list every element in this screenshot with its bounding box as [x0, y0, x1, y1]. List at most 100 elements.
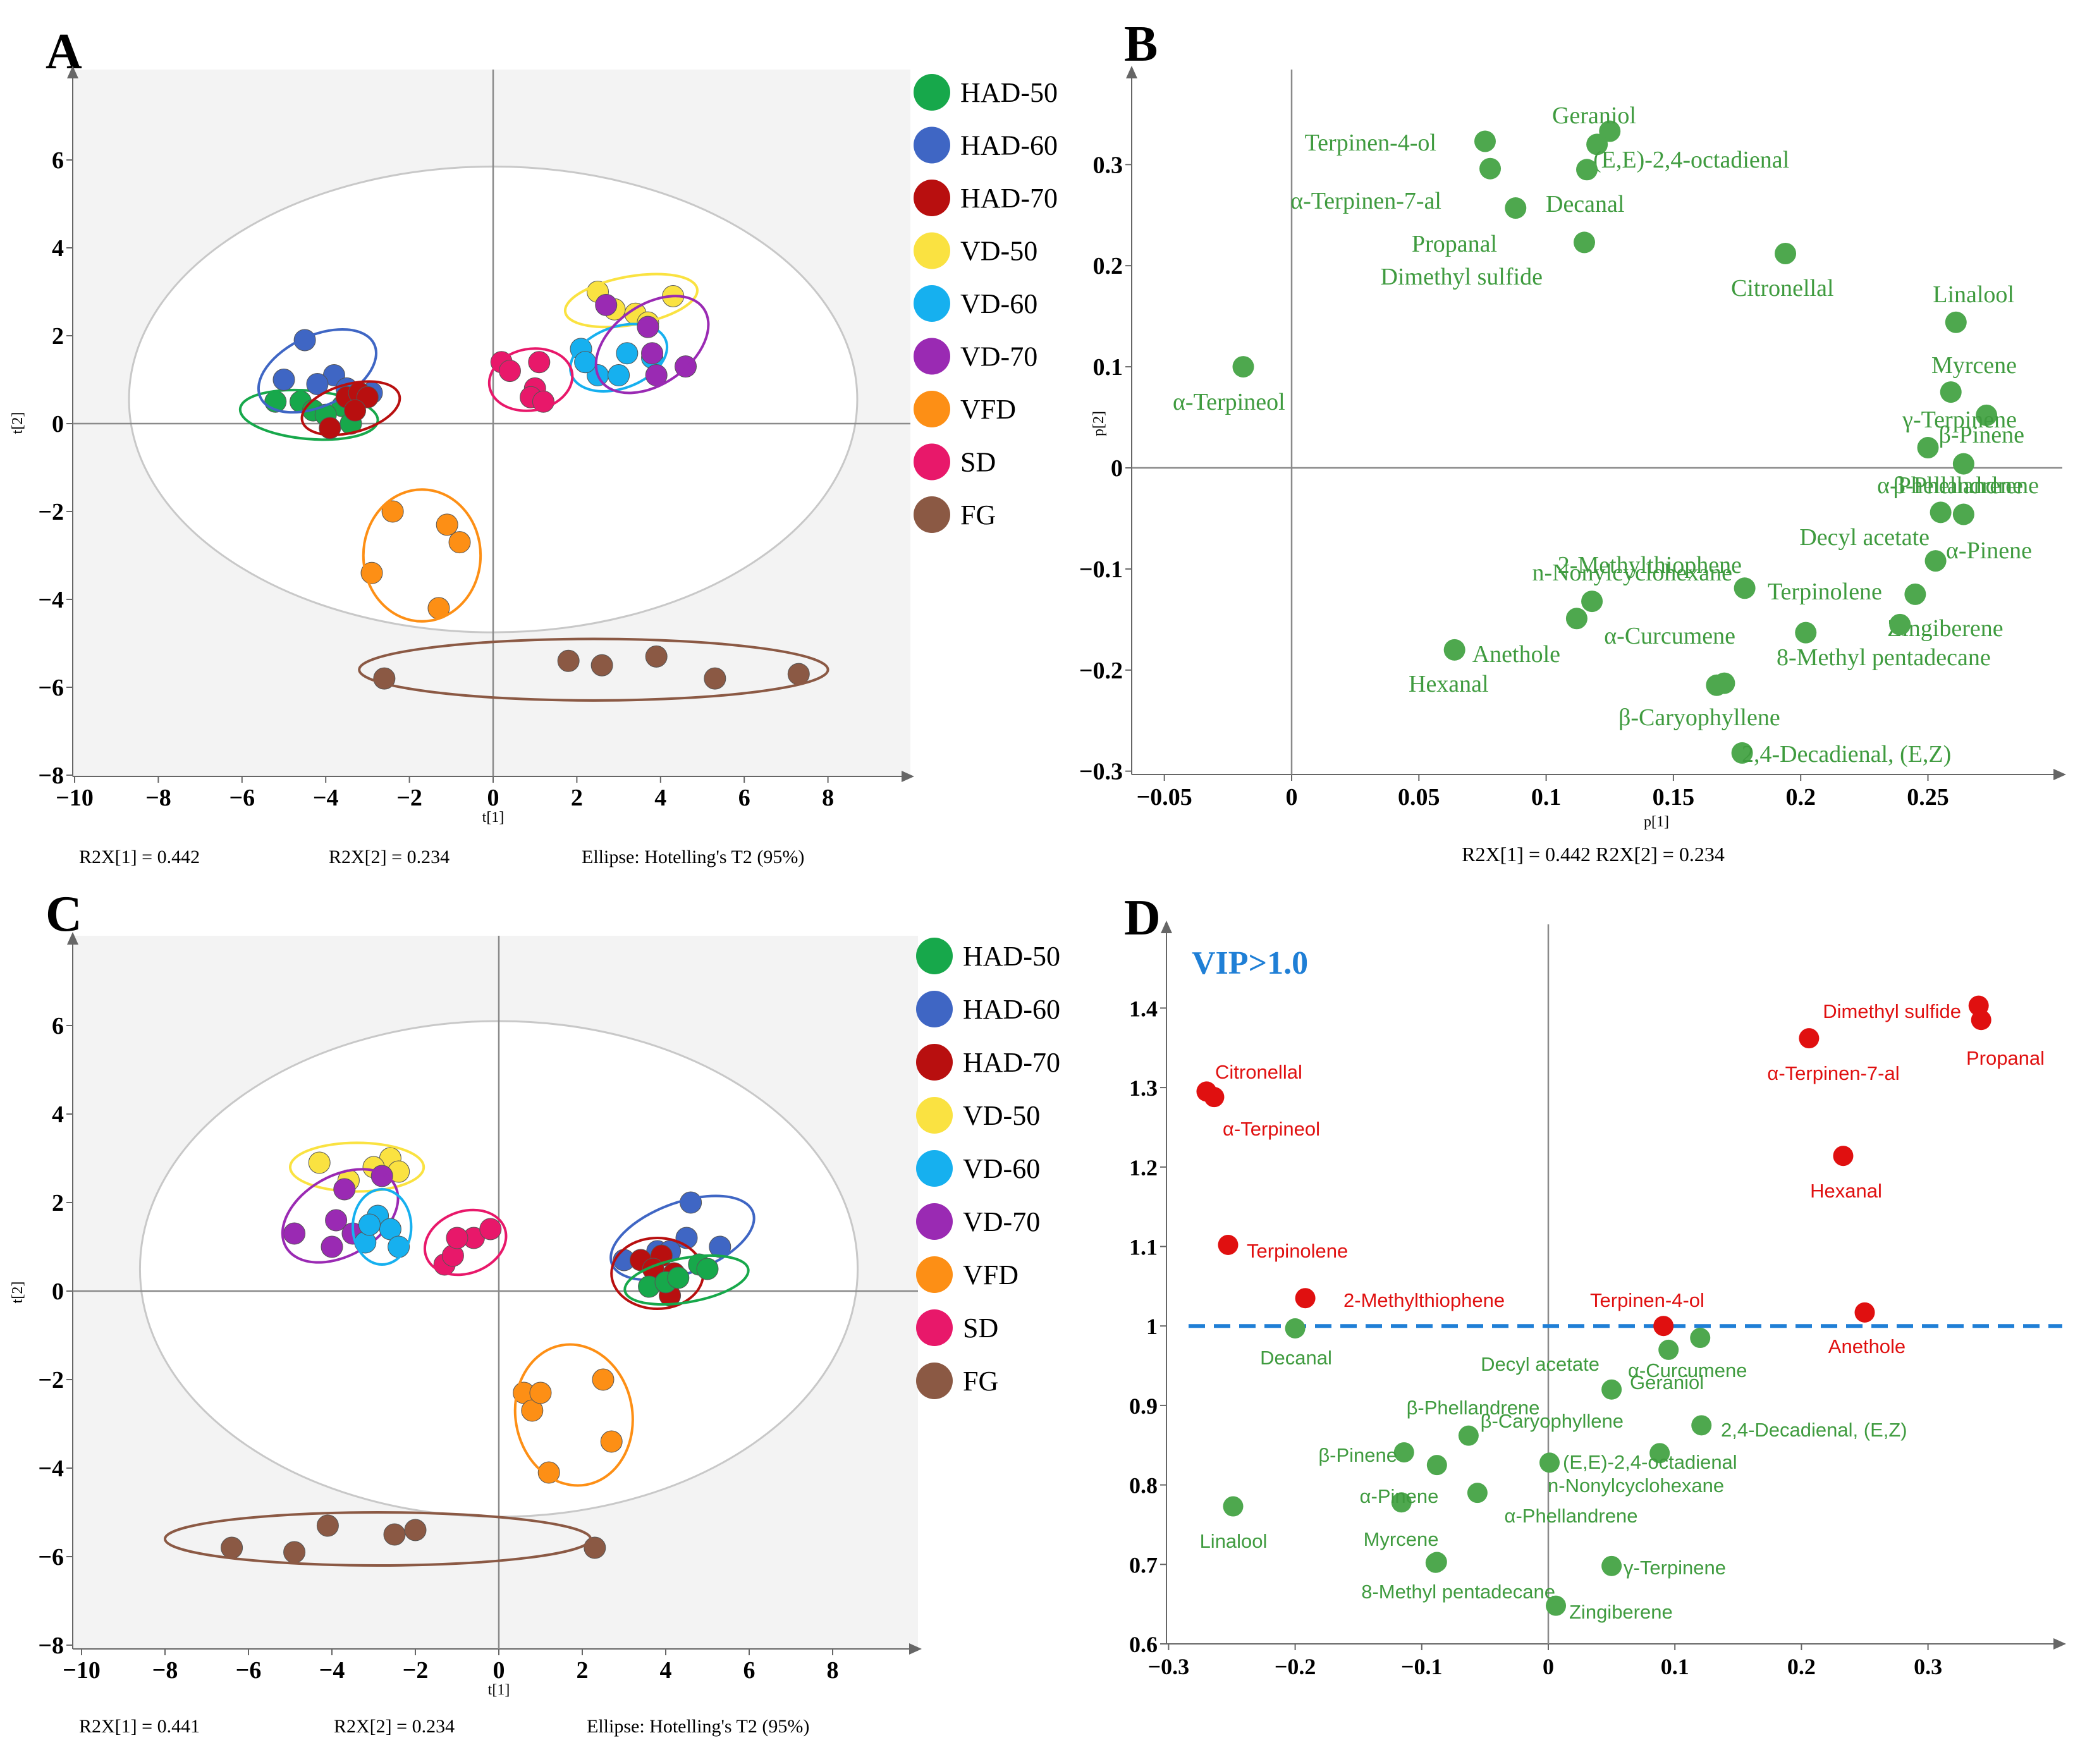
legend-label-had-50: HAD-50 [963, 941, 1060, 972]
vip-label-anethole: Anethole [1828, 1335, 1906, 1357]
loading-point-dimethyl-sulfide [1573, 231, 1595, 254]
legend-marker-vd-60 [916, 1150, 953, 1187]
vip-label-dimethyl-sulfide: Dimethyl sulfide [1823, 1000, 1961, 1022]
sample-point [479, 1218, 502, 1240]
vip-label-e-e-2-4-octadienal: (E,E)-2,4-octadienal [1563, 1451, 1737, 1473]
y-tick-label: 1.1 [1129, 1235, 1158, 1260]
x-axis-title: p[1] [1644, 814, 1669, 830]
sample-point [641, 342, 664, 365]
sample-point [616, 342, 639, 365]
x-tick-label: −0.05 [1137, 784, 1192, 811]
vip-point-propanal [1971, 1010, 1991, 1031]
vip-point-phellandrene [1467, 1483, 1488, 1504]
sample-point [498, 360, 521, 383]
x-tick-label: 0 [493, 1657, 505, 1684]
legend-label-had-70: HAD-70 [963, 1047, 1060, 1078]
group-ellipse [362, 488, 482, 623]
loading-label-terpineol: α-Terpineol [1173, 389, 1285, 415]
vip-label-caryophyllene: β-Caryophyllene [1481, 1410, 1624, 1432]
footer-ellipse: Ellipse: Hotelling's T2 (95%) [582, 847, 804, 867]
loading-point-phellandrene [1952, 453, 1974, 475]
loading-point-caryophyllene [1706, 674, 1728, 696]
loading-point-terpinolene [1734, 577, 1756, 599]
vip-label-geraniol: Geraniol [1630, 1371, 1704, 1393]
sample-point [221, 1536, 243, 1559]
y-tick-label: 0.9 [1129, 1393, 1158, 1419]
legend-label-fg: FG [960, 499, 996, 530]
vip-label-8-methyl-pentadecane: 8-Methyl pentadecane [1361, 1581, 1555, 1603]
legend-label-vfd: VFD [960, 394, 1016, 425]
sample-point [293, 329, 316, 352]
legend-label-vd-70: VD-70 [960, 341, 1037, 372]
vip-label-decyl-acetate: Decyl acetate [1481, 1353, 1600, 1375]
y-tick-label: 4 [52, 1101, 64, 1128]
x-tick-label: 0.25 [1907, 784, 1949, 811]
vip-label-terpineol: α-Terpineol [1223, 1118, 1320, 1140]
loading-point-linalool [1945, 311, 1967, 333]
loading-point-pinene [1924, 550, 1947, 572]
x-tick-label: 8 [822, 785, 834, 811]
vip-point-pinene [1391, 1492, 1412, 1513]
loading-label-e-e-2-4-octadienal: (E,E)-2,4-octadienal [1593, 147, 1789, 173]
vip-point-curcumene [1690, 1328, 1711, 1349]
vip-label-2-methylthiophene: 2-Methylthiophene [1343, 1289, 1505, 1311]
sample-point [370, 1165, 393, 1187]
y-tick-label: 0.6 [1129, 1632, 1158, 1657]
legend-label-had-60: HAD-60 [960, 130, 1058, 161]
y-tick-label: 0.8 [1129, 1473, 1158, 1498]
sample-point [667, 1266, 690, 1289]
loading-point-citronellal [1775, 243, 1797, 265]
loading-label-curcumene: α-Curcumene [1604, 623, 1735, 649]
y-axis-arrow [1161, 921, 1172, 933]
x-axis-arrow [2053, 769, 2066, 780]
vip-point-terpinen-7-al [1799, 1028, 1820, 1049]
sample-point [358, 1213, 381, 1236]
y-tick-label: 1.4 [1129, 996, 1158, 1021]
legend-marker-vd-50 [916, 1097, 953, 1134]
vip-label-terpinen-7-al: α-Terpinen-7-al [1767, 1062, 1899, 1084]
vip-point-decyl-acetate [1658, 1339, 1679, 1360]
sample-point [557, 649, 580, 672]
sample-point [528, 351, 551, 374]
vip-point-2-methylthiophene [1295, 1288, 1316, 1309]
y-tick-label: 0.1 [1093, 354, 1123, 381]
legend-marker-vd-50 [914, 232, 950, 269]
loading-label-geraniol: Geraniol [1552, 102, 1636, 129]
y-tick-label: 2 [52, 323, 64, 350]
group-sd [487, 347, 574, 413]
x-tick-label: −10 [63, 1657, 101, 1684]
sample-point [383, 1523, 406, 1546]
vip-label-decanal: Decanal [1260, 1347, 1332, 1369]
y-tick-label: −0.3 [1079, 759, 1123, 785]
legend-label-fg: FG [963, 1366, 998, 1397]
loading-label-terpinen-4-ol: Terpinen-4-ol [1305, 130, 1436, 156]
vip-point-e-e-2-4-octadienal [1539, 1452, 1560, 1473]
x-tick-label: 0.05 [1398, 784, 1440, 811]
vip-label-terpinen-4-ol: Terpinen-4-ol [1590, 1289, 1704, 1311]
loading-point-decanal [1576, 159, 1598, 181]
y-tick-label: 1.2 [1129, 1155, 1158, 1180]
y-axis-arrow [1126, 66, 1137, 78]
loading-label-hexanal: Hexanal [1409, 671, 1489, 697]
loading-label-citronellal: Citronellal [1731, 275, 1834, 302]
group-had-50 [623, 1253, 750, 1306]
footer-r2x1: R2X[1] = 0.441 [79, 1716, 200, 1737]
sample-point [404, 1519, 427, 1541]
group-vfd [360, 488, 482, 623]
legend-label-vd-60: VD-60 [960, 288, 1037, 319]
group-vd-70 [594, 293, 710, 395]
sample-point [595, 293, 618, 316]
group-ellipse [257, 328, 377, 414]
group-ellipse [623, 1254, 750, 1306]
x-axis-arrow [909, 1643, 922, 1655]
loading-label-pinene: β-Pinene [1939, 422, 2024, 448]
legend-marker-had-50 [914, 74, 950, 111]
group-had-70 [300, 380, 401, 439]
loading-point-terpinen-7-al [1479, 157, 1502, 180]
x-tick-label: 2 [577, 1657, 589, 1684]
loading-point-n-nonylcyclohexane [1565, 608, 1588, 630]
sample-point [283, 1222, 306, 1245]
x-tick-label: 2 [571, 785, 583, 811]
sample-point [344, 399, 367, 422]
y-tick-label: 6 [52, 147, 64, 174]
